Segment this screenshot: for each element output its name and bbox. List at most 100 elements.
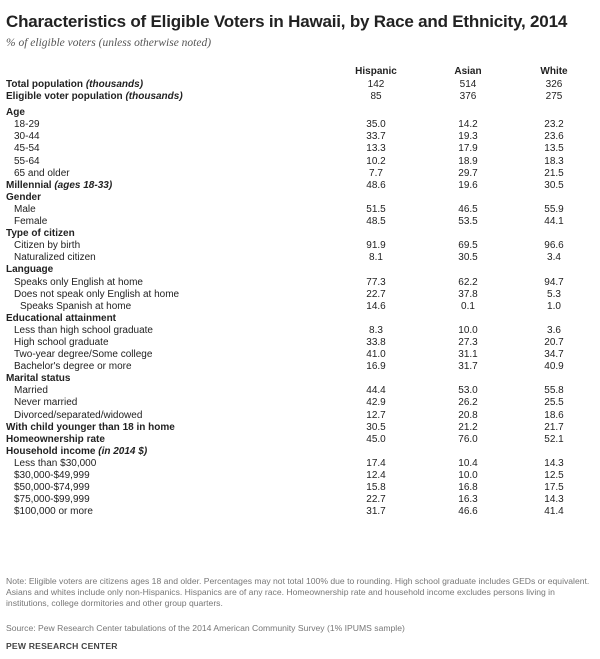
cell-asian: 19.3	[458, 131, 478, 143]
cell-asian: 0.1	[461, 300, 475, 312]
cell-hispanic: 33.8	[366, 336, 386, 348]
cell-asian: 27.3	[458, 336, 478, 348]
cell-asian: 10.0	[458, 470, 478, 481]
section-heading: Language	[6, 264, 592, 276]
row-label-text: Homeownership rate	[6, 433, 105, 445]
cell-hispanic: 16.9	[366, 361, 386, 373]
cell-asian: 37.8	[458, 288, 478, 300]
section-heading: Household income (in 2014 $)	[6, 446, 592, 458]
cell-asian: 46.5	[458, 203, 478, 215]
cell-white: 55.9	[544, 203, 564, 215]
row-label-text: Citizen by birth	[14, 240, 81, 252]
cell-white: 55.8	[544, 385, 564, 397]
cell-white: 12.5	[544, 470, 564, 481]
cell-asian: 53.5	[458, 216, 478, 228]
table-row: Speaks Spanish at home 14.6 0.1 1.0	[6, 301, 592, 313]
row-label: Less than $30,000	[14, 458, 96, 470]
cell-asian: 30.5	[458, 252, 478, 264]
cell-white: 96.6	[544, 240, 564, 252]
row-label: Age	[6, 107, 25, 119]
cell-white: 94.7	[544, 276, 564, 288]
cell-white: 52.1	[544, 433, 564, 445]
row-label: Naturalized citizen	[14, 252, 96, 264]
row-label: $30,000-$49,999	[14, 470, 90, 482]
section-heading: Millennial (ages 18-33) 48.6 19.6 30.5	[6, 180, 592, 192]
table-row: Does not speak only English at home 22.7 3…	[6, 289, 592, 301]
row-label-text: Millennial	[6, 179, 55, 191]
cell-asian: 76.0	[458, 433, 478, 445]
table-row: $30,000-$49,999 12.4 10.0 12.5	[6, 470, 592, 482]
cell-hispanic: 12.7	[366, 409, 386, 421]
cell-white: 34.7	[544, 349, 564, 361]
cell-white: 18.3	[544, 155, 564, 167]
table-row: High school graduate 33.8 27.3 20.7	[6, 337, 592, 349]
row-label-text: $50,000-$74,999	[14, 482, 90, 494]
row-label-text: 65 and older	[14, 167, 70, 179]
row-label-text: Speaks Spanish at home	[20, 300, 132, 312]
row-label: Speaks Spanish at home	[20, 301, 131, 313]
row-label: Total population (thousands)	[6, 79, 143, 91]
section-heading: Type of citizen	[6, 228, 592, 240]
cell-hispanic: 10.2	[366, 155, 386, 167]
cell-hispanic: 8.3	[369, 324, 383, 336]
cell-white: 326	[545, 79, 563, 90]
table-row: Bachelor's degree or more 16.9 31.7 40.9	[6, 361, 592, 373]
row-label-text: Naturalized citizen	[14, 252, 96, 264]
row-label-text: Language	[6, 264, 54, 276]
row-label: Married	[14, 385, 48, 397]
row-label-note: (thousands)	[85, 79, 144, 90]
row-label-text: Total population	[6, 79, 86, 90]
row-label: Millennial (ages 18-33)	[6, 180, 112, 192]
cell-white: 13.5	[544, 143, 564, 155]
row-label: 30-44	[14, 131, 40, 143]
cell-hispanic: 48.6	[366, 179, 386, 191]
table-row: Female 48.5 53.5 44.1	[6, 216, 592, 228]
brand-name: PEW RESEARCH CENTER	[6, 641, 118, 651]
cell-white: 14.3	[544, 457, 564, 469]
row-label-text: 55-64	[14, 155, 40, 167]
row-label-text: Age	[6, 107, 25, 119]
cell-white: 40.9	[544, 361, 564, 373]
section-heading: Age	[6, 107, 592, 119]
table-row: Divorced/separated/widowed 12.7 20.8 18.6	[6, 410, 592, 422]
row-label-text: Less than high school graduate	[14, 324, 153, 336]
cell-white: 41.4	[544, 506, 564, 518]
table-row: 65 and older 7.7 29.7 21.5	[6, 168, 592, 180]
cell-white: 3.6	[547, 324, 561, 336]
cell-asian: 62.2	[458, 276, 478, 288]
cell-asian: 17.9	[458, 143, 478, 155]
row-label-text: Household income	[6, 445, 99, 457]
cell-asian: 29.7	[458, 167, 478, 179]
cell-white: 23.2	[544, 119, 564, 131]
cell-asian: 16.3	[458, 494, 478, 506]
row-label-text: $30,000-$49,999	[14, 470, 90, 481]
cell-asian: 31.7	[458, 361, 478, 373]
cell-white: 30.5	[544, 179, 564, 191]
cell-hispanic: 77.3	[366, 276, 386, 288]
summary-row: Total population (thousands) 142 514 326	[6, 79, 592, 91]
table-row: $50,000-$74,999 15.8 16.8 17.5	[6, 482, 592, 494]
cell-white: 275	[545, 91, 563, 103]
row-label-text: 18-29	[14, 119, 40, 131]
cell-white: 17.5	[544, 482, 564, 494]
cell-white: 25.5	[544, 397, 564, 409]
cell-asian: 46.6	[458, 506, 478, 518]
source-line: Source: Pew Research Center tabulations …	[6, 623, 405, 633]
row-label: High school graduate	[14, 337, 109, 349]
row-label: Citizen by birth	[14, 240, 80, 252]
row-label-text: Two-year degree/Some college	[14, 349, 153, 361]
cell-hispanic: 91.9	[366, 240, 386, 252]
cell-white: 20.7	[544, 336, 564, 348]
row-label: Marital status	[6, 373, 70, 385]
cell-hispanic: 8.1	[369, 252, 383, 264]
section-heading: Gender	[6, 192, 592, 204]
section-heading: Marital status	[6, 373, 592, 385]
row-label: Gender	[6, 192, 41, 204]
row-label: 65 and older	[14, 168, 70, 180]
cell-hispanic: 85	[370, 91, 382, 103]
row-label-text: High school graduate	[14, 336, 109, 348]
row-label-text: Type of citizen	[6, 228, 75, 240]
cell-hispanic: 41.0	[366, 349, 386, 361]
cell-asian: 514	[459, 79, 477, 90]
